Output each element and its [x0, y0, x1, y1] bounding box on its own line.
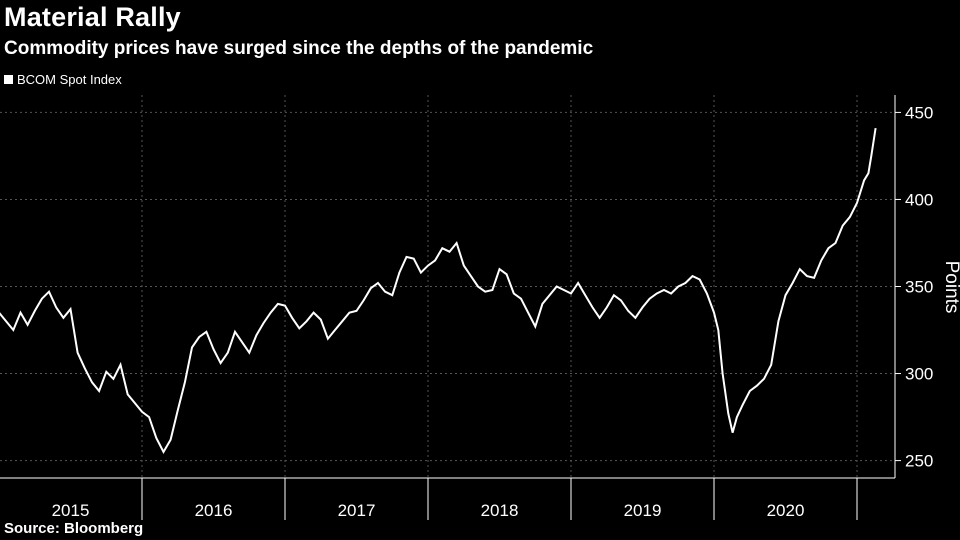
legend-swatch	[4, 75, 13, 84]
x-tick-label-2019: 2019	[624, 501, 662, 520]
y-tick-label: 250	[905, 452, 933, 471]
x-tick-label-2017: 2017	[338, 501, 376, 520]
x-tick-label-2020: 2020	[767, 501, 805, 520]
y-tick-label: 300	[905, 365, 933, 384]
series-line-bcom	[0, 127, 877, 454]
x-tick-label-2018: 2018	[481, 501, 519, 520]
x-tick-label-2016: 2016	[195, 501, 233, 520]
chart-title: Material Rally	[4, 2, 181, 32]
legend-label: BCOM Spot Index	[17, 72, 122, 87]
x-tick-label-2015: 2015	[52, 501, 90, 520]
y-tick-label: 450	[905, 103, 933, 122]
y-tick-label: 350	[905, 278, 933, 297]
y-axis-label: Points	[941, 261, 960, 314]
source-note: Source: Bloomberg	[4, 520, 144, 537]
chart-subtitle: Commodity prices have surged since the d…	[4, 38, 594, 59]
y-tick-label: 400	[905, 190, 933, 209]
y-axis: 250 300 350 400 450	[894, 95, 933, 478]
legend: BCOM Spot Index	[4, 72, 122, 87]
grid	[0, 95, 895, 478]
x-axis: 2015 2016 2017 2018 2019 2020	[0, 477, 895, 520]
